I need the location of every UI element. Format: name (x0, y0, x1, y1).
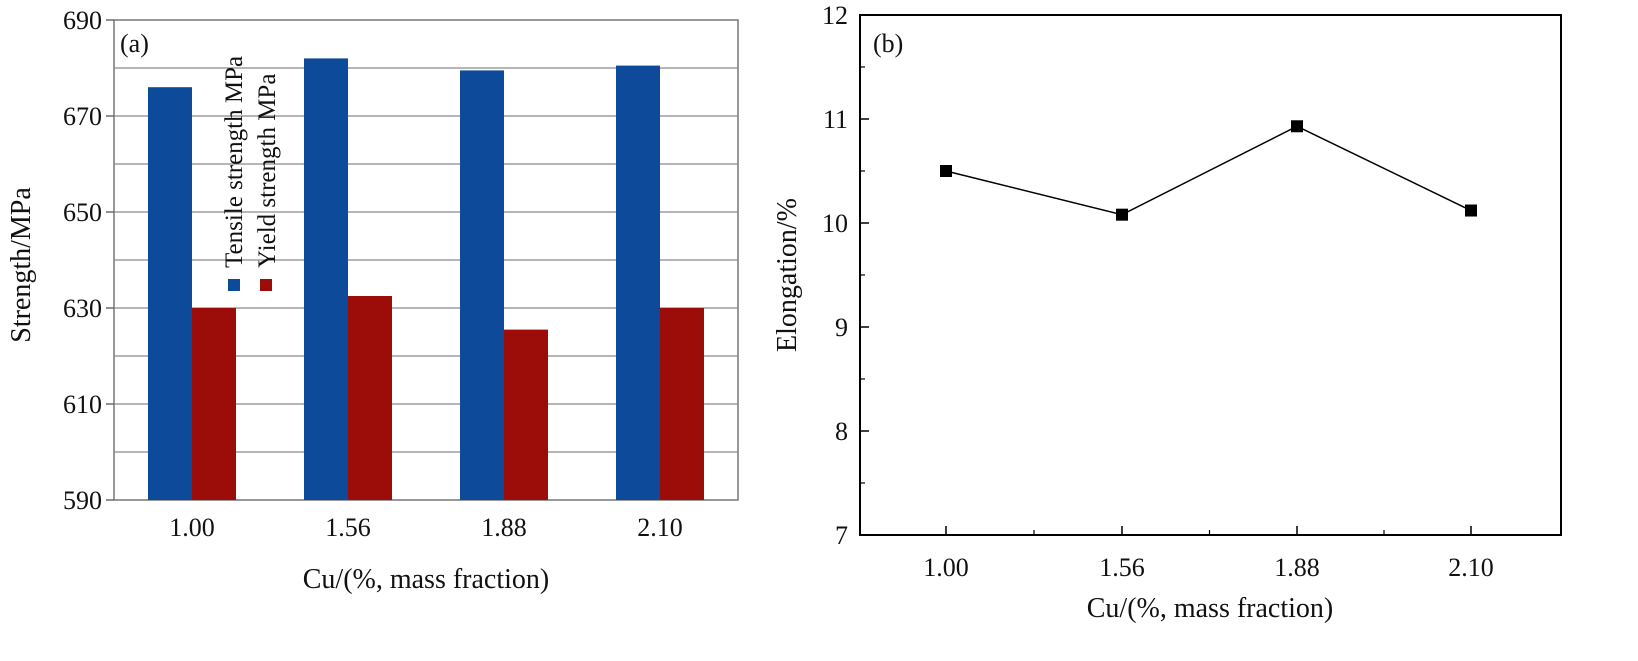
panel-a-x-ticks: 1.00 1.56 1.88 2.10 (169, 513, 683, 542)
bar-yield (348, 296, 392, 500)
y-tick-label: 9 (835, 313, 848, 342)
y-tick-label: 630 (63, 294, 102, 323)
y-tick-label: 10 (822, 209, 848, 238)
data-point-marker (1116, 208, 1128, 221)
x-tick-label: 1.88 (1274, 553, 1320, 582)
legend-swatch-tensile (228, 279, 240, 291)
bar-tensile (616, 65, 660, 500)
y-tick-label: 650 (63, 198, 102, 227)
x-tick-label: 1.00 (923, 553, 969, 582)
legend-label-yield: Yield strength MPa (254, 74, 281, 268)
data-point-marker (1291, 120, 1303, 133)
panel-b-line-chart: 7 8 9 10 11 12 1.00 1.56 1.88 2.10 (b) Cu/(%, ma… (772, 1, 1562, 624)
y-tick-label: 11 (823, 105, 848, 134)
panel-b-y-axis-title: Elongation/% (772, 198, 803, 352)
panel-b-label: (b) (873, 29, 903, 58)
y-tick-label: 12 (822, 1, 848, 30)
panel-b-x-ticks: 1.00 1.56 1.88 2.10 (923, 526, 1494, 582)
x-tick-label: 1.56 (325, 513, 371, 542)
x-tick-label: 2.10 (637, 513, 683, 542)
panel-b-y-ticks: 7 8 9 10 11 12 (822, 1, 869, 550)
panel-a-legend: Tensile strength MPa Yield strength MPa (221, 56, 281, 291)
data-point-marker (1465, 204, 1477, 217)
panel-b-plot-frame (859, 14, 1562, 536)
y-tick-label: 670 (63, 102, 102, 131)
panel-a-y-ticks: 590 610 630 650 670 690 (63, 6, 114, 515)
panel-a-bars (148, 58, 704, 501)
x-tick-label: 1.00 (169, 513, 215, 542)
data-point-marker (940, 165, 952, 177)
y-tick-label: 7 (835, 521, 848, 550)
y-tick-label: 590 (63, 486, 102, 515)
bar-yield (504, 329, 548, 500)
bar-tensile (148, 87, 192, 500)
series-line (945, 125, 1472, 216)
legend-label-tensile: Tensile strength MPa (221, 56, 248, 268)
legend-swatch-yield (260, 279, 272, 291)
y-tick-label: 690 (63, 6, 102, 35)
bar-tensile (460, 70, 504, 501)
y-tick-label: 8 (835, 417, 848, 446)
panel-a-label: (a) (120, 29, 149, 58)
bar-yield (660, 308, 704, 500)
y-tick-label: 610 (63, 390, 102, 419)
x-tick-label: 1.88 (481, 513, 527, 542)
x-tick-label: 2.10 (1448, 553, 1494, 582)
x-tick-label: 1.56 (1099, 553, 1145, 582)
panel-a-y-axis-title: Strength/MPa (6, 187, 37, 343)
bar-yield (192, 308, 236, 500)
panel-a-x-axis-title: Cu/(%, mass fraction) (303, 564, 550, 595)
panel-b-x-axis-title: Cu/(%, mass fraction) (1087, 593, 1334, 624)
bar-tensile (304, 58, 348, 501)
panel-b-series (940, 120, 1477, 221)
